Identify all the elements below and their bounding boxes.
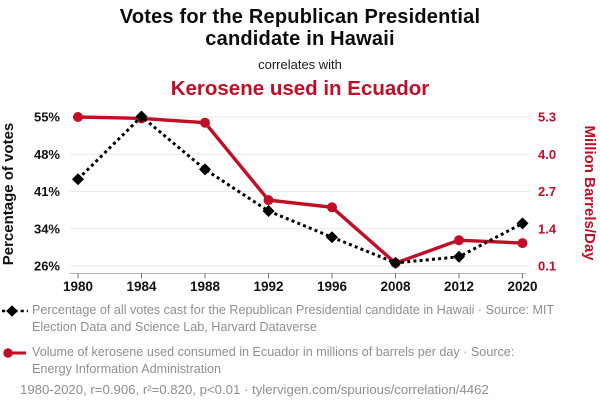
right-axis-tick-label: 5.3 <box>538 110 556 125</box>
black-diamond-dotted-line-icon <box>2 305 28 317</box>
correlates-with-label: correlates with <box>258 57 342 72</box>
data-point-circle-kerosene-used-in-ecuador <box>517 238 528 249</box>
left-axis-tick-label: 41% <box>34 184 60 199</box>
data-point-circle-kerosene-used-in-ecuador <box>327 202 337 213</box>
right-axis-title: Million Barrels/Day <box>581 125 598 261</box>
red-circle-solid-line-icon <box>3 348 26 358</box>
series-line-kerosene-used-in-ecuador <box>77 115 523 266</box>
left-axis-tick-label: 26% <box>34 259 60 274</box>
right-axis-tick-label: 0.1 <box>538 259 556 274</box>
right-axis-tick-label: 2.7 <box>538 184 556 199</box>
header: Votes for the Republican Presidential ca… <box>0 6 600 101</box>
x-axis-tick-label: 1984 <box>126 279 157 294</box>
stats-and-source-line: 1980-2020, r=0.906, r²=0.820, p<0.01 · t… <box>20 382 489 397</box>
right-axis-tick-label: 1.4 <box>538 221 557 236</box>
data-point-diamond-republican-presidential-votes-in-hawaii <box>72 173 84 186</box>
x-axis-tick-label: 1992 <box>253 279 283 294</box>
line-chart: Percentage of votes Million Barrels/Day … <box>0 110 598 295</box>
legend-item-votes: Percentage of all votes cast for the Rep… <box>2 302 587 335</box>
left-axis-tick-label: 48% <box>34 147 60 162</box>
x-axis-tick-label: 2020 <box>507 279 537 294</box>
page-title: Votes for the Republican Presidential ca… <box>119 6 481 50</box>
data-point-diamond-republican-presidential-votes-in-hawaii <box>516 217 529 230</box>
x-axis-tick-label: 1996 <box>317 279 348 294</box>
data-point-diamond-republican-presidential-votes-in-hawaii <box>453 250 465 263</box>
x-axis-tick-label: 1980 <box>63 279 93 294</box>
data-point-circle-kerosene-used-in-ecuador <box>263 195 274 206</box>
chart-area: Percentage of votes Million Barrels/Day … <box>0 97 600 297</box>
left-axis-tick-label: 55% <box>34 110 60 125</box>
data-point-circle-kerosene-used-in-ecuador <box>454 235 464 246</box>
legend-item-kerosene-label: Volume of kerosene used consumed in Ecua… <box>32 345 515 376</box>
right-axis-tick-label: 4.0 <box>538 147 556 162</box>
legend-item-kerosene: Volume of kerosene used consumed in Ecua… <box>2 344 587 377</box>
data-point-diamond-republican-presidential-votes-in-hawaii <box>135 110 148 123</box>
x-axis-tick-label: 2008 <box>380 279 411 294</box>
left-axis-tick-label: 34% <box>34 221 60 236</box>
legend-item-votes-label: Percentage of all votes cast for the Rep… <box>32 303 554 334</box>
left-axis-title: Percentage of votes <box>0 123 17 266</box>
data-point-diamond-republican-presidential-votes-in-hawaii <box>262 205 275 217</box>
data-point-circle-kerosene-used-in-ecuador <box>200 117 210 128</box>
data-point-circle-kerosene-used-in-ecuador <box>73 112 83 122</box>
data-point-diamond-republican-presidential-votes-in-hawaii <box>389 256 402 269</box>
x-axis-tick-label: 2012 <box>444 279 474 294</box>
legend: Percentage of all votes cast for the Rep… <box>2 302 587 386</box>
x-axis-tick-label: 1988 <box>190 279 221 294</box>
secondary-title: Kerosene used in Ecuador <box>170 77 430 100</box>
data-point-diamond-republican-presidential-votes-in-hawaii <box>199 163 211 176</box>
data-point-diamond-republican-presidential-votes-in-hawaii <box>326 231 338 244</box>
